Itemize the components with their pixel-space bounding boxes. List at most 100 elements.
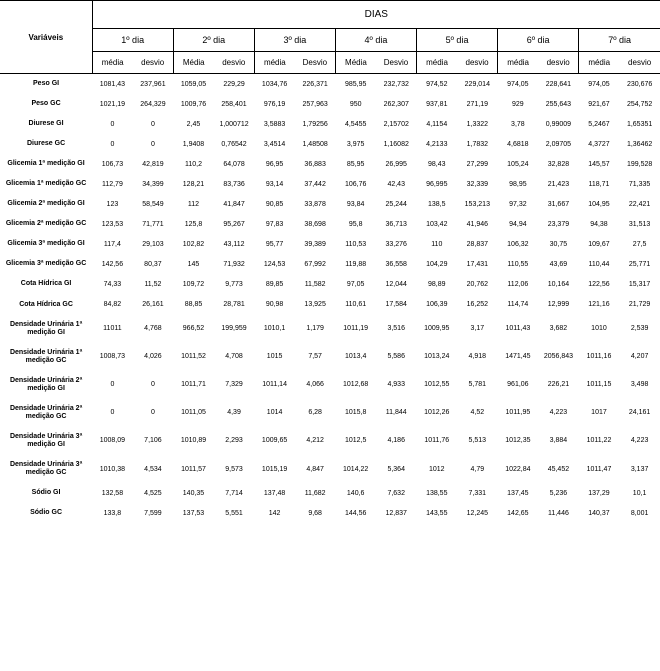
- cell: 32,828: [538, 154, 579, 174]
- cell: 25,244: [376, 194, 417, 214]
- day-2: 2º dia: [173, 29, 254, 52]
- cell: 1012,26: [417, 399, 458, 427]
- cell: 21,423: [538, 174, 579, 194]
- cell: 1,36462: [619, 134, 660, 154]
- cell: 257,963: [295, 94, 336, 114]
- cell: 83,736: [214, 174, 255, 194]
- cell: 7,632: [376, 483, 417, 503]
- cell: 1011,19: [335, 315, 376, 343]
- cell: 26,161: [133, 295, 174, 315]
- row-label: Peso GI: [0, 74, 92, 95]
- cell: 3,516: [376, 315, 417, 343]
- row-label: Peso GC: [0, 94, 92, 114]
- cell: 94,38: [579, 214, 620, 234]
- cell: 37,442: [295, 174, 336, 194]
- cell: 104,95: [579, 194, 620, 214]
- cell: 36,713: [376, 214, 417, 234]
- cell: 12,245: [457, 503, 498, 523]
- cell: 106,32: [498, 234, 539, 254]
- cell: 5,236: [538, 483, 579, 503]
- cell: 31,513: [619, 214, 660, 234]
- cell: 42,819: [133, 154, 174, 174]
- cell: 34,399: [133, 174, 174, 194]
- cell: 2,45: [173, 114, 214, 134]
- cell: 1015: [254, 343, 295, 371]
- cell: 1010,38: [92, 455, 133, 483]
- cell: 3,17: [457, 315, 498, 343]
- cell: 9,68: [295, 503, 336, 523]
- cell: 1,79256: [295, 114, 336, 134]
- cell: 0: [92, 371, 133, 399]
- cell: 140,37: [579, 503, 620, 523]
- cell: 0: [92, 114, 133, 134]
- cell: 1011,47: [579, 455, 620, 483]
- cell: 95,267: [214, 214, 255, 234]
- cell: 3,975: [335, 134, 376, 154]
- cell: 1,9408: [173, 134, 214, 154]
- cell: 1011,14: [254, 371, 295, 399]
- cell: 4,525: [133, 483, 174, 503]
- cell: 4,066: [295, 371, 336, 399]
- cell: 128,21: [173, 174, 214, 194]
- cell: 1,3322: [457, 114, 498, 134]
- cell: 9,573: [214, 455, 255, 483]
- cell: 106,73: [92, 154, 133, 174]
- cell: 7,106: [133, 427, 174, 455]
- cell: 110,61: [335, 295, 376, 315]
- cell: 4,6818: [498, 134, 539, 154]
- cell: 1015,19: [254, 455, 295, 483]
- cell: 3,5883: [254, 114, 295, 134]
- cell: 103,42: [417, 214, 458, 234]
- cell: 121,16: [579, 295, 620, 315]
- cell: 0: [92, 134, 133, 154]
- cell: 106,39: [417, 295, 458, 315]
- cell: 4,52: [457, 399, 498, 427]
- table-row: Glicemia 2ª medição GI12358,54911241,847…: [0, 194, 660, 214]
- cell: 137,45: [498, 483, 539, 503]
- cell: 1011,95: [498, 399, 539, 427]
- cell: 11,446: [538, 503, 579, 523]
- cell: 1012: [417, 455, 458, 483]
- cell: 90,85: [254, 194, 295, 214]
- cell: 4,1154: [417, 114, 458, 134]
- table-row: Glicemia 3ª medição GC142,5680,3714571,9…: [0, 254, 660, 274]
- cell: 1017: [579, 399, 620, 427]
- cell: 28,781: [214, 295, 255, 315]
- cell: 153,213: [457, 194, 498, 214]
- cell: 97,83: [254, 214, 295, 234]
- cell: 4,708: [214, 343, 255, 371]
- cell: 1,000712: [214, 114, 255, 134]
- cell: 0: [92, 399, 133, 427]
- cell: 255,643: [538, 94, 579, 114]
- table-row: Glicemia 1ª medição GI106,7342,819110,26…: [0, 154, 660, 174]
- cell: 80,37: [133, 254, 174, 274]
- cell: 97,05: [335, 274, 376, 294]
- cell: 93,14: [254, 174, 295, 194]
- cell: 199,528: [619, 154, 660, 174]
- cell: 4,933: [376, 371, 417, 399]
- cell: 1,179: [295, 315, 336, 343]
- cell: 1011,52: [173, 343, 214, 371]
- cell: 7,329: [214, 371, 255, 399]
- cell: 1015,8: [335, 399, 376, 427]
- cell: 12,999: [538, 295, 579, 315]
- cell: 3,498: [619, 371, 660, 399]
- cell: 106,76: [335, 174, 376, 194]
- sub-mean-3: média: [254, 52, 295, 74]
- cell: 2,15702: [376, 114, 417, 134]
- cell: 4,5455: [335, 114, 376, 134]
- cell: 11,582: [295, 274, 336, 294]
- cell: 123,53: [92, 214, 133, 234]
- row-label: Glicemia 1ª medição GI: [0, 154, 92, 174]
- cell: 1013,24: [417, 343, 458, 371]
- cell: 90,98: [254, 295, 295, 315]
- cell: 1012,35: [498, 427, 539, 455]
- cell: 1,16082: [376, 134, 417, 154]
- sub-dev-3: Desvio: [295, 52, 336, 74]
- table-row: Densidade Urinária 1ª medição GI110114,7…: [0, 315, 660, 343]
- cell: 228,641: [538, 74, 579, 95]
- days-header: DIAS: [92, 1, 660, 29]
- cell: 985,95: [335, 74, 376, 95]
- cell: 8,001: [619, 503, 660, 523]
- table-row: Diurese GI002,451,0007123,58831,792564,5…: [0, 114, 660, 134]
